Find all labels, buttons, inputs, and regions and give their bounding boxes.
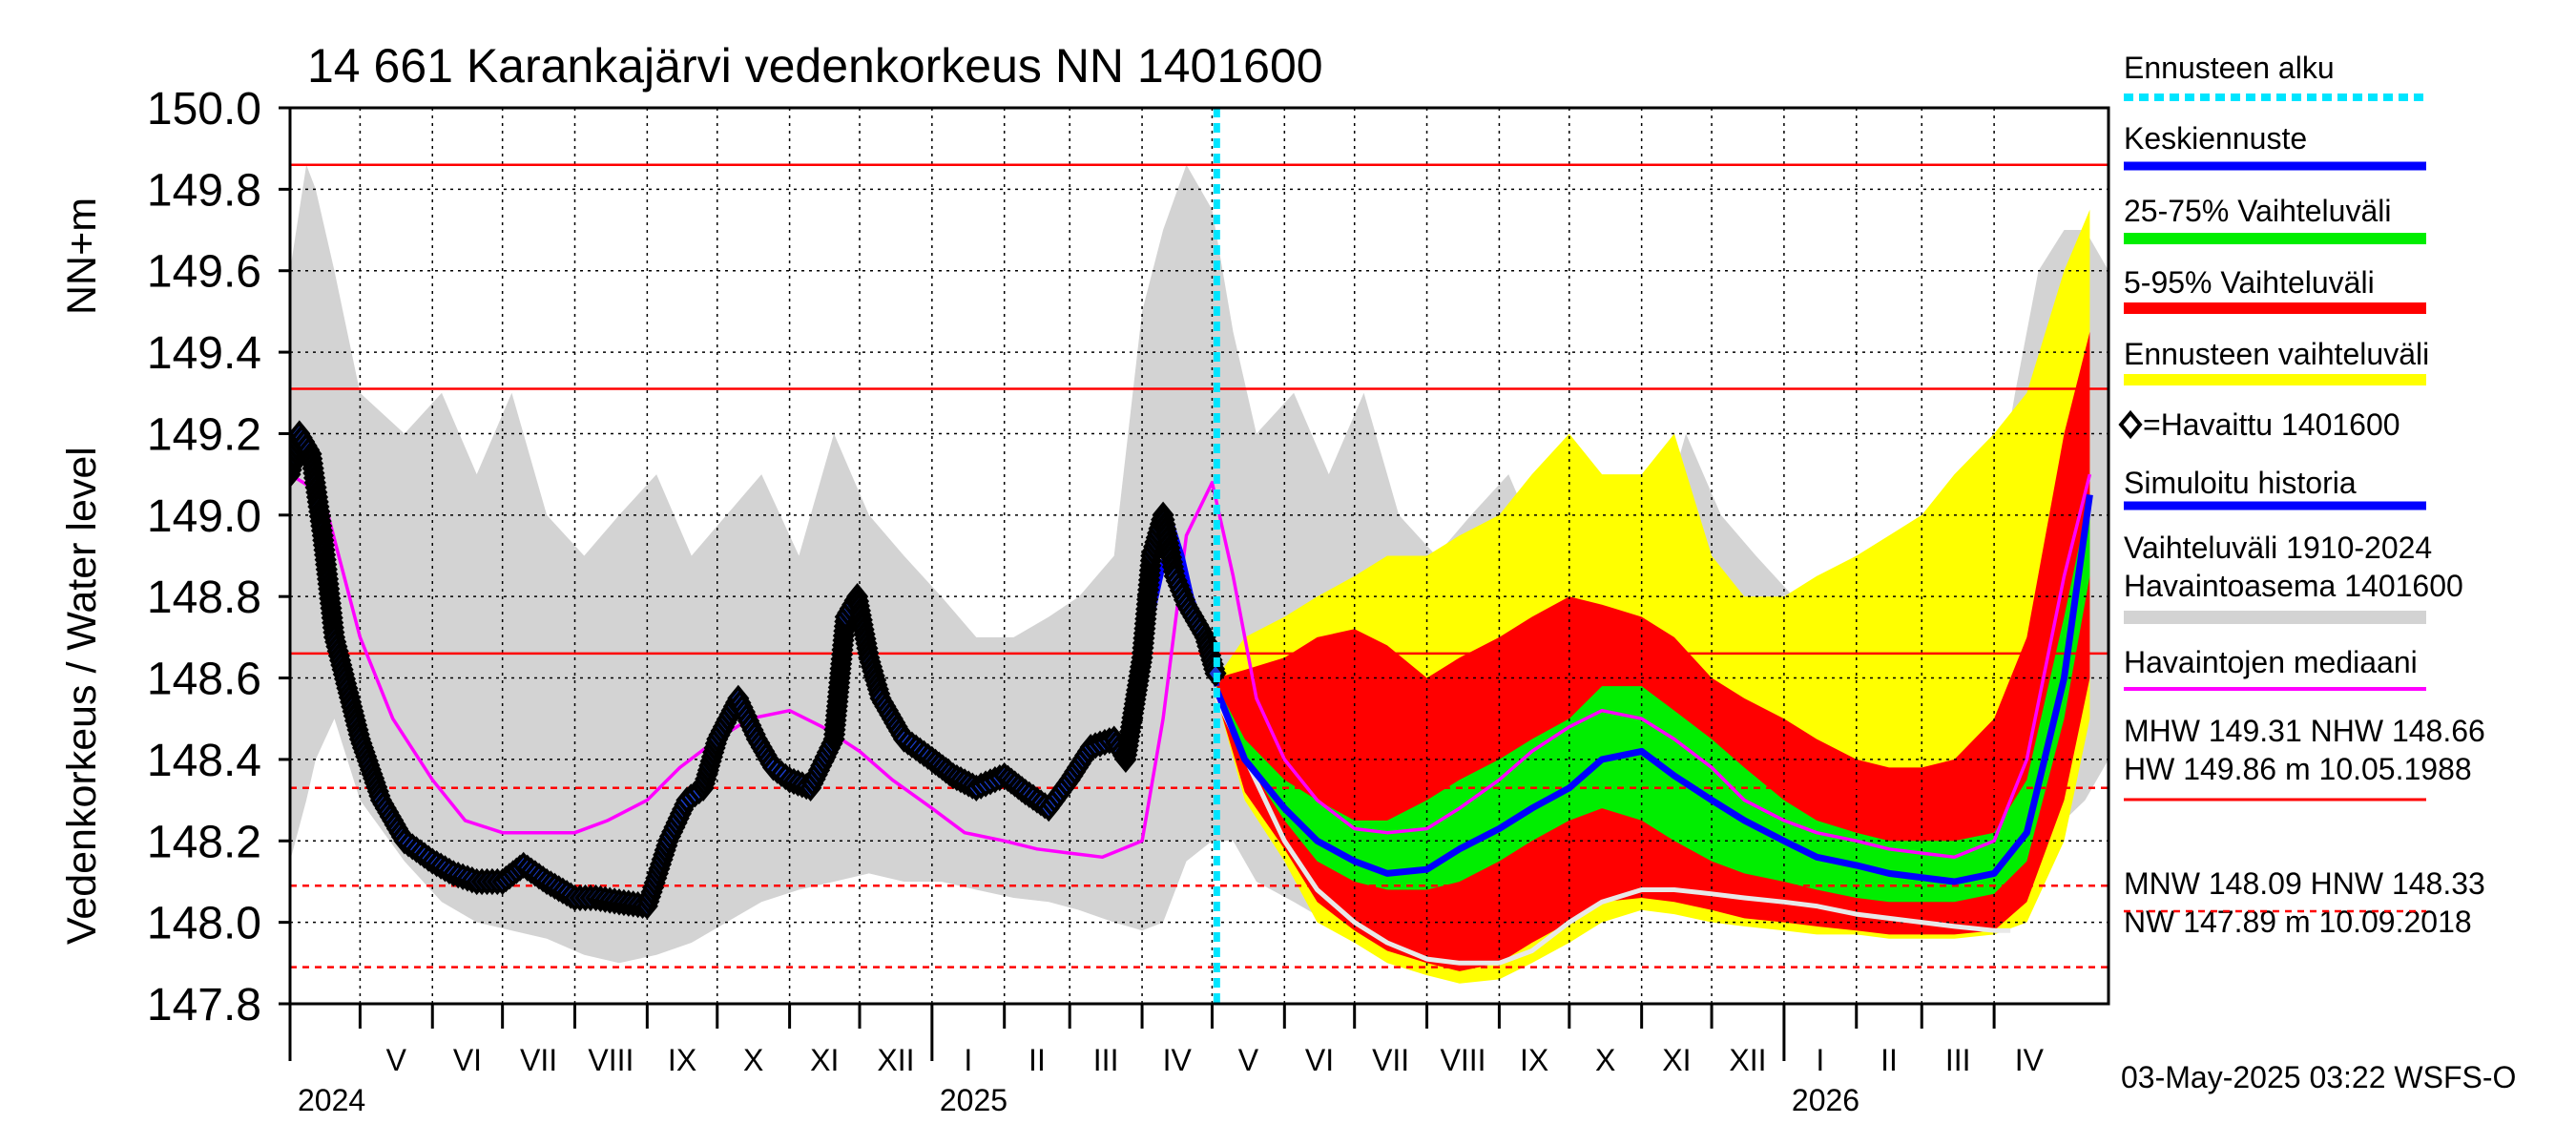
legend-label-simulated: Simuloitu historia xyxy=(2124,466,2357,500)
range-25-75-layer xyxy=(1216,494,2090,903)
observed-markers-layer xyxy=(290,420,1227,920)
legend-label-forecast-range: Ennusteen vaihteluväli xyxy=(2124,337,2429,371)
y-tick-label: 148.4 xyxy=(147,736,261,786)
legend-label2-stats2: NW 147.89 m 10.09.2018 xyxy=(2124,905,2472,939)
x-year-label: 2026 xyxy=(1792,1083,1859,1117)
x-axis: V VI VII VIII IX X XI XII I II III IV V VI VII VIII IX X X… xyxy=(288,1002,2109,1117)
x-month-label: IV xyxy=(1163,1043,1193,1077)
legend-label2-history-range: Havaintoasema 1401600 xyxy=(2124,569,2463,603)
x-month-label: X xyxy=(743,1043,763,1077)
x-month-label: II xyxy=(1028,1043,1046,1077)
legend-label-range-25-75: 25-75% Vaihteluväli xyxy=(2124,194,2391,228)
y-tick-label: 148.6 xyxy=(147,655,261,705)
y-tick-label: 148.0 xyxy=(147,899,261,949)
x-month-label: I xyxy=(964,1043,972,1077)
reference-lines-layer xyxy=(290,163,2109,968)
x-month-label: VII xyxy=(520,1043,557,1077)
y-axis: 147.8 148.0 148.2 148.4 148.6 148.8 149.0 149.2… xyxy=(147,84,290,1030)
x-month-label: V xyxy=(386,1043,407,1077)
legend: Ennusteen alku Keskiennuste 25-75% Vaihtel… xyxy=(2118,51,2485,939)
x-month-label: VII xyxy=(1372,1043,1409,1077)
x-month-label: I xyxy=(1816,1043,1824,1077)
x-month-label: XI xyxy=(810,1043,839,1077)
x-month-label: III xyxy=(1093,1043,1119,1077)
legend-label-observed: =Havaittu 1401600 xyxy=(2143,407,2400,442)
y-axis-label: Vedenkorkeus / Water level xyxy=(59,447,105,945)
min-trace-line xyxy=(1215,697,2011,966)
x-month-label: XII xyxy=(877,1043,914,1077)
y-tick-label: 148.2 xyxy=(147,817,261,867)
legend-label-median: Havaintojen mediaani xyxy=(2124,645,2418,679)
mean-forecast-line xyxy=(1214,494,2093,885)
plot-area xyxy=(290,108,2109,1004)
x-year-label: 2025 xyxy=(940,1083,1008,1117)
legend-label2-stats1: HW 149.86 m 10.05.1988 xyxy=(2124,752,2472,786)
x-month-label: II xyxy=(1880,1043,1898,1077)
x-month-label: XI xyxy=(1662,1043,1691,1077)
y-tick-label: 149.8 xyxy=(147,165,261,216)
y-tick-label: 149.2 xyxy=(147,409,261,460)
legend-label-history-range: Vaihteluväli 1910-2024 xyxy=(2124,531,2432,565)
median-line xyxy=(290,472,2092,860)
x-month-label: VI xyxy=(453,1043,482,1077)
y-axis-unit-label: NN+m xyxy=(59,198,105,315)
grid-layer xyxy=(290,108,2109,1004)
y-tick-label: 150.0 xyxy=(147,84,261,135)
x-month-label: VIII xyxy=(588,1043,634,1077)
chart-title: 14 661 Karankajärvi vedenkorkeus NN 1401… xyxy=(307,39,1323,93)
legend-label-stats2: MNW 148.09 HNW 148.33 xyxy=(2124,866,2485,901)
range-25-75-band xyxy=(1216,494,2090,903)
x-year-label: 2024 xyxy=(298,1083,365,1117)
legend-label-stats1: MHW 149.31 NHW 148.66 xyxy=(2124,714,2485,748)
legend-label-range-5-95: 5-95% Vaihteluväli xyxy=(2124,265,2375,300)
y-tick-label: 149.0 xyxy=(147,491,261,542)
x-month-label: X xyxy=(1595,1043,1615,1077)
x-month-label: VIII xyxy=(1440,1043,1485,1077)
x-month-label: IX xyxy=(668,1043,696,1077)
y-tick-label: 147.8 xyxy=(147,980,261,1030)
legend-label-mean-forecast: Keskiennuste xyxy=(2124,121,2307,156)
x-month-label: VI xyxy=(1305,1043,1334,1077)
x-month-label: V xyxy=(1238,1043,1259,1077)
x-month-label: XII xyxy=(1729,1043,1766,1077)
y-tick-label: 148.8 xyxy=(147,572,261,623)
footer-timestamp: 03-May-2025 03:22 WSFS-O xyxy=(2121,1060,2516,1094)
legend-swatch-observed xyxy=(2118,409,2143,440)
y-tick-label: 149.4 xyxy=(147,328,261,379)
x-month-label: IX xyxy=(1520,1043,1548,1077)
x-month-label: III xyxy=(1945,1043,1971,1077)
y-tick-label: 149.6 xyxy=(147,247,261,298)
legend-label-forecast-start: Ennusteen alku xyxy=(2124,51,2335,85)
x-month-label: IV xyxy=(2015,1043,2045,1077)
